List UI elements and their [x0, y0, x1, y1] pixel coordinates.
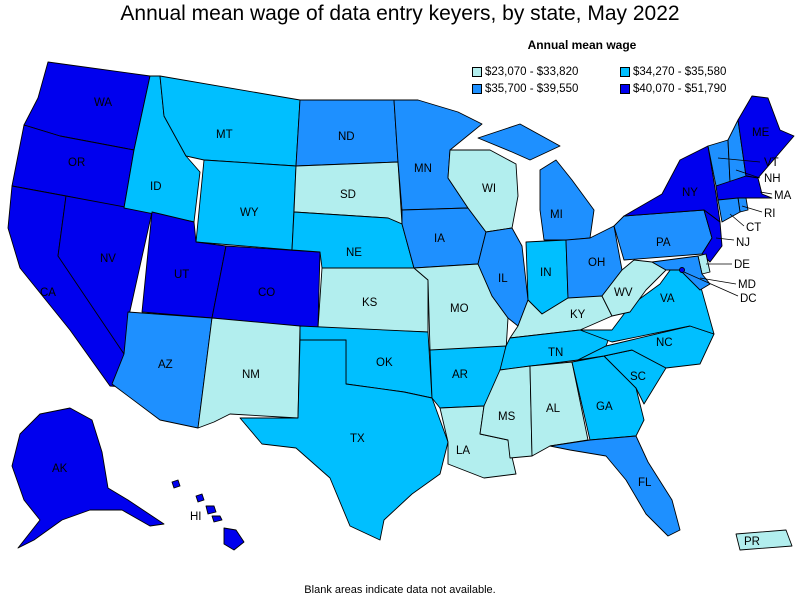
legend-swatch-tier-3	[620, 83, 630, 94]
state-DC[interactable]	[679, 267, 685, 273]
legend-item-tier-3: $40,070 - $51,790	[620, 81, 768, 96]
legend-label-tier-0: $23,070 - $33,820	[485, 65, 579, 78]
label-ID: ID	[150, 181, 162, 193]
label-SC: SC	[630, 371, 646, 383]
state-NC[interactable]	[577, 325, 715, 369]
label-DC: DC	[740, 293, 757, 305]
leader-lines	[683, 157, 773, 297]
label-MT: MT	[216, 129, 233, 141]
label-UT: UT	[174, 269, 189, 281]
legend-swatch-tier-1	[620, 66, 630, 77]
state-PA[interactable]	[613, 209, 713, 261]
label-SD: SD	[340, 189, 356, 201]
label-WI: WI	[482, 183, 496, 195]
label-MO: MO	[450, 303, 469, 315]
state-KS[interactable]	[317, 267, 429, 333]
label-MS: MS	[498, 411, 516, 423]
label-NJ: NJ	[736, 237, 750, 249]
state-CT[interactable]	[717, 197, 741, 223]
label-IN: IN	[540, 267, 552, 279]
legend-label-tier-2: $35,700 - $39,550	[485, 82, 579, 95]
state-FL[interactable]	[549, 435, 681, 537]
legend-swatch-tier-0	[472, 66, 482, 77]
label-NH: NH	[764, 173, 781, 185]
legend-swatch-tier-2	[472, 83, 482, 94]
label-AR: AR	[452, 369, 468, 381]
label-FL: FL	[638, 477, 652, 489]
label-CA: CA	[40, 287, 56, 299]
footnote: Blank areas indicate data not available.	[304, 584, 496, 596]
label-NM: NM	[242, 369, 260, 381]
state-WY[interactable]	[195, 159, 297, 251]
label-NE: NE	[346, 247, 362, 259]
label-NY: NY	[682, 187, 698, 199]
label-DE: DE	[734, 259, 750, 271]
label-CT: CT	[746, 222, 761, 234]
state-PR[interactable]	[735, 529, 793, 551]
label-KS: KS	[362, 297, 378, 309]
label-KY: KY	[570, 309, 586, 321]
label-VA: VA	[660, 293, 675, 305]
state-HI[interactable]	[171, 479, 245, 551]
legend: Annual mean wage $23,070 - $33,820 $34,2…	[472, 38, 752, 96]
legend-item-tier-0: $23,070 - $33,820	[472, 64, 620, 79]
label-OH: OH	[588, 257, 605, 269]
label-ME: ME	[752, 127, 770, 139]
label-TN: TN	[548, 347, 563, 359]
label-PA: PA	[656, 237, 671, 249]
label-MN: MN	[414, 163, 432, 175]
label-NV: NV	[100, 253, 116, 265]
label-GA: GA	[596, 401, 613, 413]
label-AL: AL	[546, 403, 561, 415]
label-VT: VT	[764, 157, 779, 169]
legend-label-tier-1: $34,270 - $35,580	[633, 65, 727, 78]
label-RI: RI	[764, 208, 776, 220]
state-TX[interactable]	[239, 339, 449, 541]
label-WY: WY	[240, 207, 259, 219]
label-NC: NC	[656, 337, 673, 349]
label-LA: LA	[456, 445, 470, 457]
legend-item-tier-2: $35,700 - $39,550	[472, 81, 620, 96]
label-AK: AK	[52, 463, 68, 475]
label-WV: WV	[614, 287, 633, 299]
state-labels: WA OR CA NV ID MT WY UT CO AZ NM ND SD N…	[40, 97, 792, 548]
state-AK[interactable]	[11, 407, 165, 549]
label-TX: TX	[350, 433, 365, 445]
legend-label-tier-3: $40,070 - $51,790	[633, 82, 727, 95]
legend-title: Annual mean wage	[527, 38, 637, 52]
label-MI: MI	[550, 209, 563, 221]
state-NY[interactable]	[623, 145, 721, 223]
label-AZ: AZ	[158, 359, 173, 371]
label-IA: IA	[434, 233, 445, 245]
label-PR: PR	[744, 536, 760, 548]
legend-item-tier-1: $34,270 - $35,580	[620, 64, 768, 79]
label-IL: IL	[498, 273, 508, 285]
map-title: Annual mean wage of data entry keyers, b…	[120, 2, 680, 25]
label-OK: OK	[376, 357, 393, 369]
state-MD[interactable]	[651, 255, 711, 291]
label-MD: MD	[738, 279, 756, 291]
label-OR: OR	[68, 157, 85, 169]
label-MA: MA	[774, 190, 792, 202]
state-NJ[interactable]	[701, 209, 723, 263]
label-WA: WA	[94, 97, 112, 109]
label-HI: HI	[190, 511, 202, 523]
label-CO: CO	[258, 287, 275, 299]
label-ND: ND	[338, 131, 355, 143]
